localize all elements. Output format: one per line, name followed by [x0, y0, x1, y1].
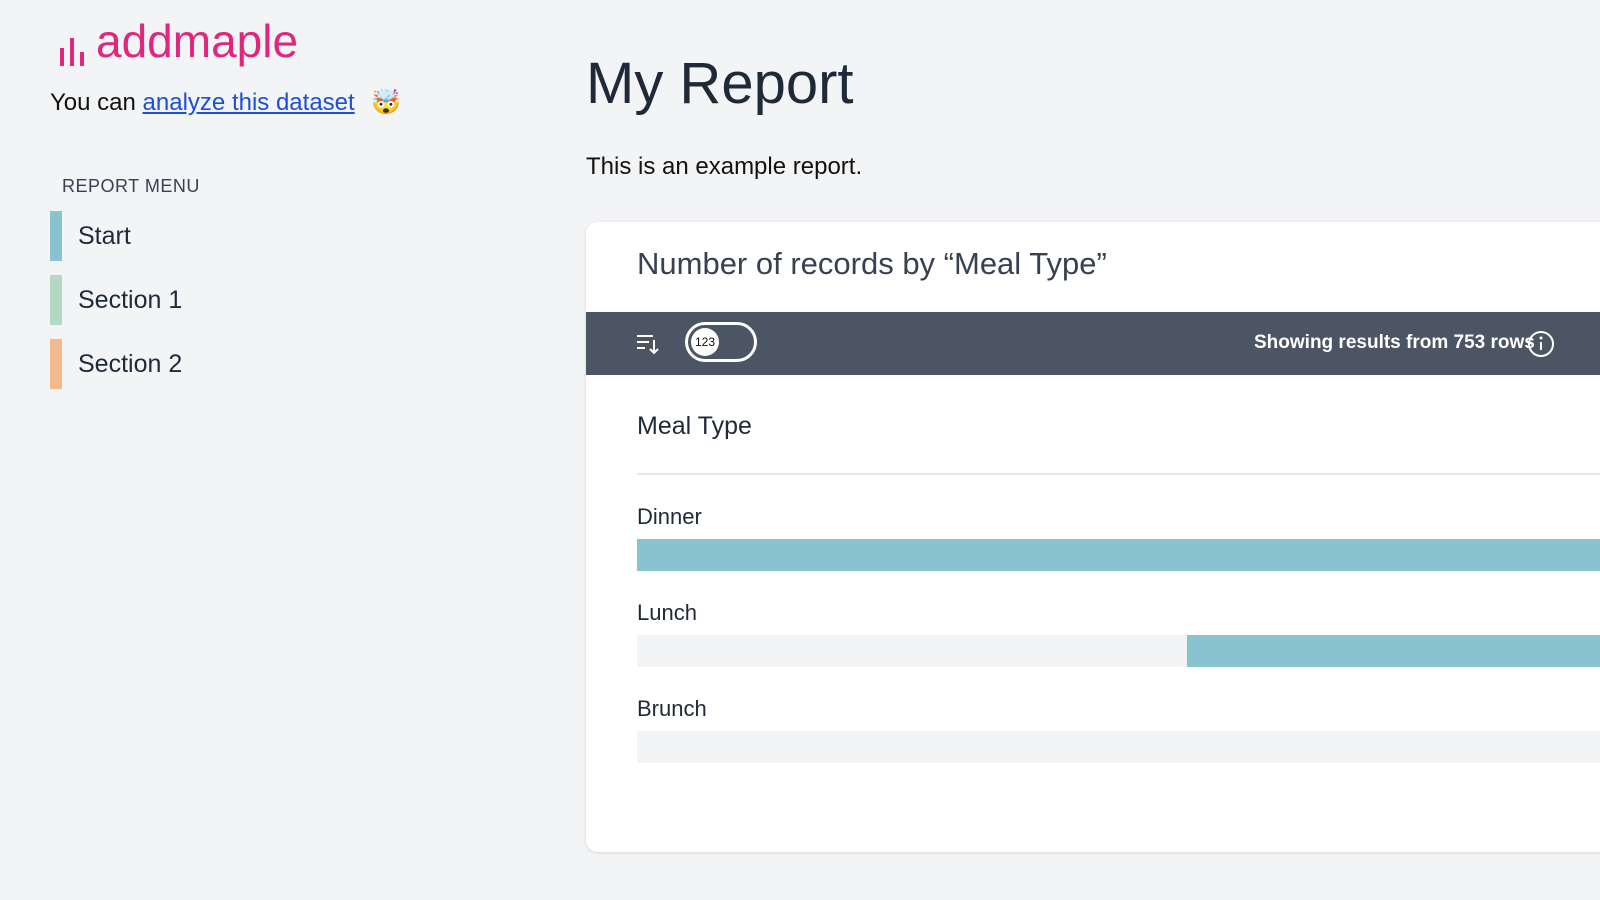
- row-count: Showing results from 753 rows: [1254, 332, 1535, 353]
- row-label: Brunch: [637, 696, 707, 721]
- toolbar: 123 Showing results from 753 rows: [586, 312, 1600, 375]
- chart-card: Number of records by “Meal Type” 123 Sho…: [586, 222, 1600, 852]
- menu-label: Section 1: [78, 285, 183, 314]
- toggle-label: 123: [691, 328, 719, 356]
- menu-item[interactable]: Section 2: [50, 339, 182, 389]
- intro-text: You can: [50, 89, 136, 116]
- bar-track: [637, 539, 1600, 571]
- report-title: My Report: [586, 51, 854, 116]
- menu-heading: REPORT MENU: [62, 176, 200, 196]
- row-label: Dinner: [637, 504, 702, 529]
- intro: You can analyze this dataset 🤯: [50, 88, 401, 117]
- bar: [1187, 635, 1600, 667]
- bar: [637, 539, 1600, 571]
- info-icon[interactable]: [1527, 330, 1555, 358]
- separator: [637, 473, 1600, 475]
- logo-icon: [60, 38, 84, 66]
- emoji: 🤯: [371, 89, 402, 116]
- bar-track: [637, 731, 1600, 763]
- card-title: Number of records by “Meal Type”: [637, 246, 1107, 281]
- menu-item[interactable]: Section 1: [50, 275, 182, 325]
- analyze-link[interactable]: analyze this dataset: [142, 89, 355, 116]
- logo[interactable]: addmaple: [58, 14, 298, 68]
- menu-label: Section 2: [78, 349, 183, 378]
- number-toggle[interactable]: 123: [685, 322, 757, 362]
- sort-icon[interactable]: [636, 333, 660, 355]
- row-label: Lunch: [637, 600, 697, 625]
- menu-label: Start: [78, 221, 131, 250]
- menu-item[interactable]: Start: [50, 211, 131, 261]
- bar-track: [637, 635, 1600, 667]
- logo-text: addmaple: [96, 15, 299, 67]
- report-description: This is an example report.: [586, 153, 863, 180]
- column-name: Meal Type: [637, 412, 752, 440]
